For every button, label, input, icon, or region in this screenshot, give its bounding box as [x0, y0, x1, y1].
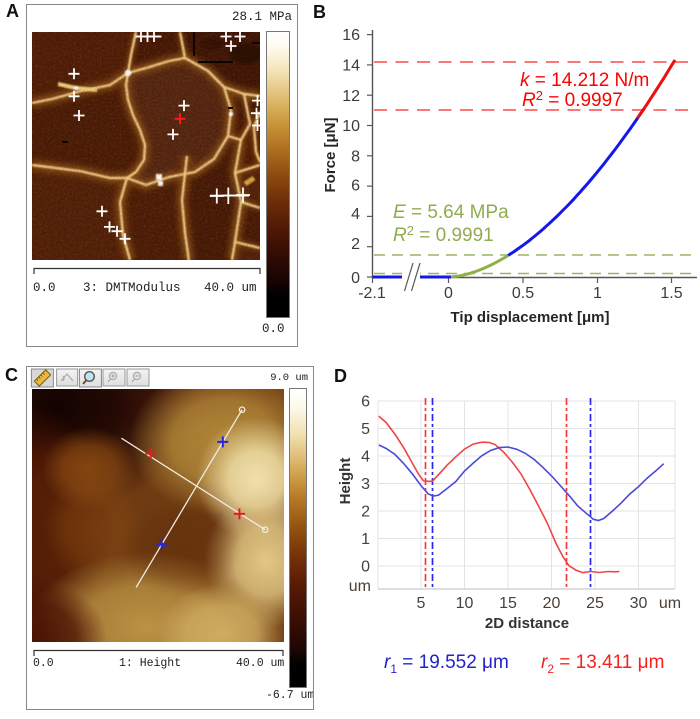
svg-text:4: 4 — [351, 206, 360, 223]
svg-text:1.5: 1.5 — [660, 285, 682, 302]
svg-text:40.0 um: 40.0 um — [236, 657, 284, 670]
svg-text:Force [μN]: Force [μN] — [322, 117, 339, 192]
svg-text:12: 12 — [342, 88, 360, 105]
svg-text:40.0 um: 40.0 um — [204, 281, 257, 295]
svg-text:4: 4 — [361, 449, 370, 466]
svg-text:10: 10 — [342, 118, 360, 135]
svg-text:0: 0 — [361, 559, 370, 576]
svg-text:10: 10 — [456, 595, 474, 612]
svg-text:-6.7 um: -6.7 um — [266, 689, 313, 702]
svg-text:Height: Height — [337, 458, 354, 505]
svg-text:3: 3 — [361, 476, 370, 493]
svg-text:3: DMTModulus: 3: DMTModulus — [83, 281, 181, 295]
svg-text:um: um — [659, 595, 681, 612]
svg-text:2D distance: 2D distance — [485, 615, 569, 632]
svg-text:14: 14 — [342, 58, 360, 75]
svg-text:0.0: 0.0 — [33, 281, 56, 295]
svg-text:R2 = 0.9991: R2 = 0.9991 — [393, 223, 494, 246]
svg-text:15: 15 — [499, 595, 517, 612]
svg-text:6: 6 — [361, 394, 370, 411]
svg-text:1: Height: 1: Height — [119, 657, 181, 670]
svg-text:0.0: 0.0 — [262, 322, 285, 336]
svg-text:0.0: 0.0 — [33, 657, 54, 670]
svg-text:-2.1: -2.1 — [358, 285, 386, 302]
svg-text:8: 8 — [351, 149, 360, 166]
svg-text:5: 5 — [361, 421, 370, 438]
svg-text:R2 = 0.9997: R2 = 0.9997 — [522, 88, 623, 111]
svg-text:0: 0 — [351, 270, 360, 287]
svg-text:0: 0 — [444, 285, 453, 302]
svg-text:6: 6 — [351, 178, 360, 195]
svg-text:20: 20 — [543, 595, 561, 612]
svg-text:1: 1 — [593, 285, 602, 302]
svg-text:2: 2 — [361, 504, 370, 521]
svg-text:30: 30 — [630, 595, 648, 612]
svg-text:E = 5.64 MPa: E = 5.64 MPa — [393, 202, 509, 223]
svg-text:Tip displacement [μm]: Tip displacement [μm] — [451, 309, 610, 326]
svg-text:25: 25 — [586, 595, 604, 612]
svg-text:1: 1 — [361, 531, 370, 548]
svg-text:0.5: 0.5 — [512, 285, 534, 302]
svg-text:um: um — [349, 578, 371, 595]
svg-text:5: 5 — [417, 595, 426, 612]
svg-text:2: 2 — [351, 236, 360, 253]
svg-text:16: 16 — [342, 27, 360, 44]
svg-text:k = 14.212 N/m: k = 14.212 N/m — [520, 70, 649, 91]
